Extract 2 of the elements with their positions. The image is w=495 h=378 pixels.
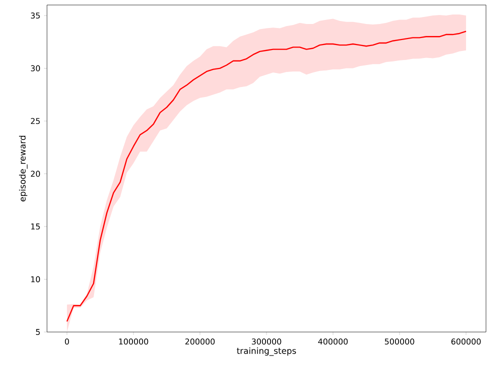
x-axis-title: training_steps xyxy=(236,347,296,356)
y-axis-title: episode_reward xyxy=(19,136,28,202)
